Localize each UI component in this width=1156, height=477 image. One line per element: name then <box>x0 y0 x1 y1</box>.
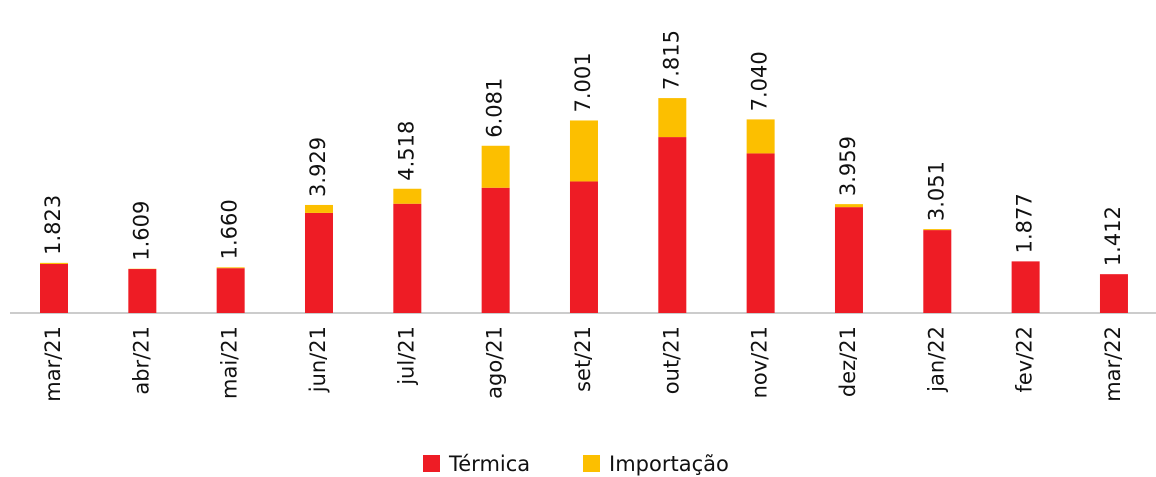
x-tick-label: mar/22 <box>1101 326 1125 402</box>
x-tick-label: mar/21 <box>41 326 65 402</box>
total-label: 1.660 <box>218 199 242 259</box>
bar-segment <box>658 98 687 138</box>
total-label: 6.081 <box>483 78 507 138</box>
x-tick-label: fev/22 <box>1013 326 1037 393</box>
bar-segment <box>40 262 68 264</box>
legend-swatch <box>423 455 440 472</box>
x-tick-label: out/21 <box>659 326 683 394</box>
total-label: 3.959 <box>836 136 860 196</box>
x-tick-label: nov/21 <box>748 326 772 398</box>
total-label: 7.040 <box>748 51 772 111</box>
bar-segment <box>746 119 775 154</box>
bar-segment <box>393 203 422 313</box>
x-tick-label: ago/21 <box>483 326 507 399</box>
bar-segment <box>304 204 333 213</box>
bar-segment <box>128 269 157 313</box>
total-label: 3.051 <box>924 161 948 221</box>
total-label: 7.001 <box>571 52 595 112</box>
bar-segment <box>923 229 952 231</box>
x-tick-label: dez/21 <box>836 326 860 397</box>
total-label: 7.815 <box>659 30 683 90</box>
x-tick-label: mai/21 <box>218 326 242 399</box>
legend-label: Térmica <box>448 452 530 476</box>
bar-segment <box>834 204 863 208</box>
bar-segment <box>393 188 422 204</box>
bar-segment <box>216 267 245 269</box>
x-tick-label: jan/22 <box>924 326 948 393</box>
legend-swatch <box>583 455 600 472</box>
total-label: 1.412 <box>1101 206 1125 266</box>
bar-segment <box>746 153 775 313</box>
bar-segment <box>216 268 245 313</box>
x-tick-label: set/21 <box>571 326 595 392</box>
bar-segment <box>1011 261 1040 313</box>
total-label: 3.929 <box>306 137 330 197</box>
legend-label: Importação <box>609 452 729 476</box>
total-label: 1.823 <box>41 195 65 255</box>
x-tick-label: jul/21 <box>394 326 418 386</box>
x-tick-label: jun/21 <box>306 326 330 393</box>
bar-segment <box>834 207 863 313</box>
bar-segment <box>1099 274 1128 313</box>
bar-segment <box>304 212 333 313</box>
bar-segment <box>569 120 598 182</box>
bar-segment <box>40 263 68 313</box>
total-label: 4.518 <box>394 121 418 181</box>
bar-segment <box>481 187 510 313</box>
bar-segment <box>923 230 952 313</box>
x-tick-label: abr/21 <box>129 326 153 395</box>
total-label: 1.877 <box>1013 193 1037 253</box>
bar-segment <box>658 137 687 313</box>
bar-segment <box>569 181 598 313</box>
bar-segment <box>481 145 510 188</box>
total-label: 1.609 <box>129 201 153 261</box>
